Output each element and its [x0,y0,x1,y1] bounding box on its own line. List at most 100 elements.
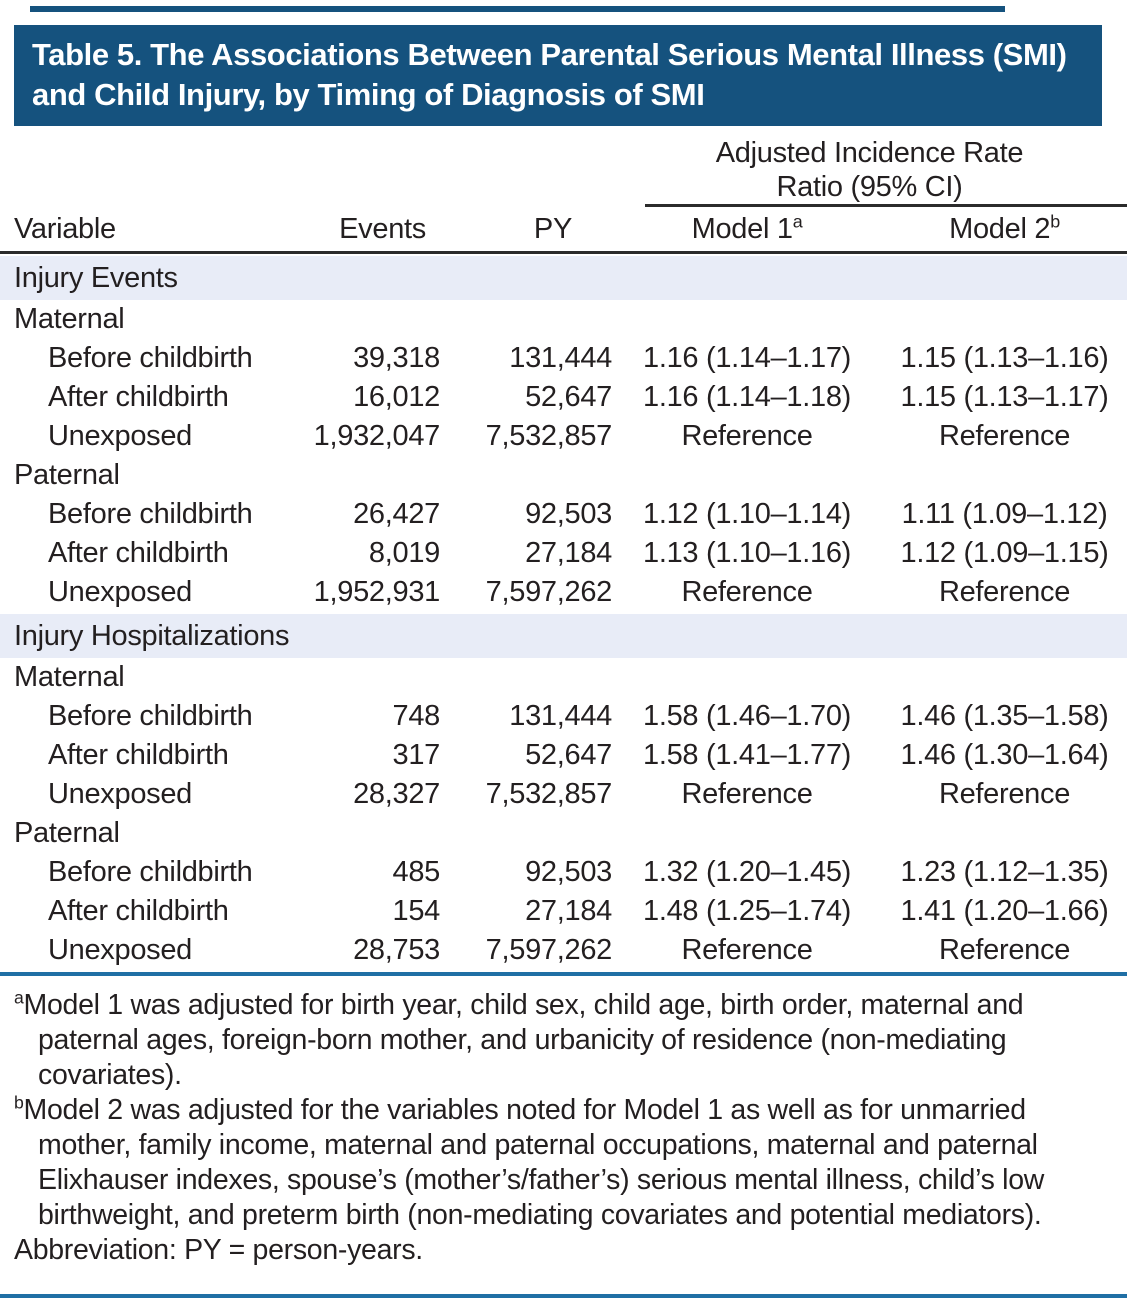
cell-model1: Reference [681,420,813,452]
footnote-b: bModel 2 was adjusted for the variables … [14,1093,1113,1233]
cell-model2: 1.15 (1.13–1.17) [900,381,1109,413]
cell-py: 7,532,857 [485,420,612,452]
cell-events: 1,932,047 [313,420,440,452]
spanner-rule-row [0,204,1127,207]
cell-model1: Reference [681,934,813,966]
cell-model2: 1.41 (1.20–1.66) [900,895,1109,927]
table-row: After childbirth 154 27,184 1.48 (1.25–1… [0,892,1127,931]
table-row: Before childbirth 748 131,444 1.58 (1.46… [0,697,1127,736]
spanner-label: Adjusted Incidence Rate Ratio (95% CI) [715,137,1024,203]
cell-model1: 1.12 (1.10–1.14) [642,498,852,530]
cell-events: 28,753 [353,934,440,966]
model2-footnote-marker: b [1050,211,1060,232]
cell-model1: 1.16 (1.14–1.17) [642,342,852,374]
column-header-row: Variable Events PY Model 1a Model 2b [0,207,1127,249]
table-row: After childbirth 317 52,647 1.58 (1.41–1… [0,736,1127,775]
cell-model2: Reference [938,934,1071,966]
section-header-injury-events: Injury Events [0,256,1127,300]
col-header-model1: Model 1a [612,209,882,249]
bottom-rule [0,1294,1127,1298]
cell-py: 7,597,262 [485,576,612,608]
model2-label: Model 2 [949,213,1051,245]
group-row-maternal: Maternal [14,303,125,335]
footnote-abbreviation-text: Abbreviation: PY = person-years. [14,1234,423,1266]
cell-events: 485 [392,856,441,888]
cell-py: 52,647 [525,381,612,413]
cell-variable: After childbirth [48,537,229,569]
cell-py: 92,503 [525,498,612,530]
cell-events: 39,318 [353,342,440,374]
table-row: Before childbirth 26,427 92,503 1.12 (1.… [0,495,1127,534]
cell-model2: 1.11 (1.09–1.12) [901,498,1108,530]
cell-events: 154 [392,895,441,927]
cell-model1: 1.13 (1.10–1.16) [642,537,852,569]
footnote-divider-rule [0,972,1127,976]
cell-model1: 1.48 (1.25–1.74) [642,895,852,927]
cell-py: 27,184 [525,895,612,927]
cell-py: 7,597,262 [485,934,612,966]
cell-model1: 1.16 (1.14–1.18) [642,381,852,413]
footnote-a-marker: a [14,987,24,1008]
cell-py: 7,532,857 [485,778,612,810]
cell-events: 16,012 [353,381,440,413]
cell-variable: Unexposed [48,420,193,452]
table-row: Unexposed 1,952,931 7,597,262 Reference … [0,573,1127,612]
table-content: Adjusted Incidence Rate Ratio (95% CI) V… [0,130,1127,1268]
cell-model1: Reference [681,778,813,810]
cell-model2: 1.46 (1.35–1.58) [900,700,1109,732]
cell-events: 748 [392,700,441,732]
footnote-a: aModel 1 was adjusted for birth year, ch… [14,988,1113,1093]
footnote-abbreviation: Abbreviation: PY = person-years. [14,1233,1113,1268]
cell-model2: Reference [938,576,1071,608]
table-row: Unexposed 1,932,047 7,532,857 Reference … [0,417,1127,456]
cell-py: 52,647 [525,739,612,771]
cell-model2: 1.15 (1.13–1.16) [900,342,1109,374]
cell-variable: Before childbirth [48,342,253,374]
spanner-header: Adjusted Incidence Rate Ratio (95% CI) [612,136,1127,204]
cell-variable: After childbirth [48,381,229,413]
table-row: Unexposed 28,327 7,532,857 Reference Ref… [0,775,1127,814]
cell-events: 28,327 [353,778,440,810]
table-row: Before childbirth 39,318 131,444 1.16 (1… [0,339,1127,378]
top-rule [30,6,1005,12]
cell-py: 27,184 [525,537,612,569]
group-row-paternal: Paternal [14,817,120,849]
cell-model1: 1.58 (1.46–1.70) [642,700,852,732]
cell-events: 317 [392,739,441,771]
cell-model2: 1.46 (1.30–1.64) [900,739,1109,771]
cell-variable: Before childbirth [48,856,253,888]
cell-variable: Unexposed [48,576,193,608]
footnote-b-text: Model 2 was adjusted for the variables n… [23,1094,1045,1231]
cell-py: 92,503 [525,856,612,888]
cell-events: 26,427 [353,498,440,530]
cell-variable: After childbirth [48,895,229,927]
cell-events: 8,019 [368,537,440,569]
table-title: Table 5. The Associations Between Parent… [14,25,1102,126]
cell-model1: 1.32 (1.20–1.45) [642,856,852,888]
footnotes: aModel 1 was adjusted for birth year, ch… [0,976,1127,1268]
cell-model1: Reference [681,576,813,608]
table-row: After childbirth 16,012 52,647 1.16 (1.1… [0,378,1127,417]
cell-py: 131,444 [509,342,612,374]
col-header-events: Events [339,213,426,245]
section-header-injury-hospitalizations: Injury Hospitalizations [0,614,1127,658]
footnote-a-text: Model 1 was adjusted for birth year, chi… [23,989,1024,1091]
cell-variable: After childbirth [48,739,229,771]
spanner-rule [645,204,1127,207]
footnote-b-marker: b [14,1092,24,1113]
table-row: Before childbirth 485 92,503 1.32 (1.20–… [0,853,1127,892]
cell-variable: Unexposed [48,778,193,810]
cell-py: 131,444 [509,700,612,732]
cell-model2: 1.12 (1.09–1.15) [900,537,1109,569]
group-row-maternal: Maternal [14,661,125,693]
cell-model2: Reference [938,778,1071,810]
cell-variable: Unexposed [48,934,193,966]
col-header-py: PY [533,213,572,245]
group-row-paternal: Paternal [14,459,120,491]
col-header-variable: Variable [14,213,116,245]
header-rule [0,251,1127,254]
cell-variable: Before childbirth [48,700,253,732]
cell-events: 1,952,931 [313,576,440,608]
cell-model1: 1.58 (1.41–1.77) [642,739,852,771]
